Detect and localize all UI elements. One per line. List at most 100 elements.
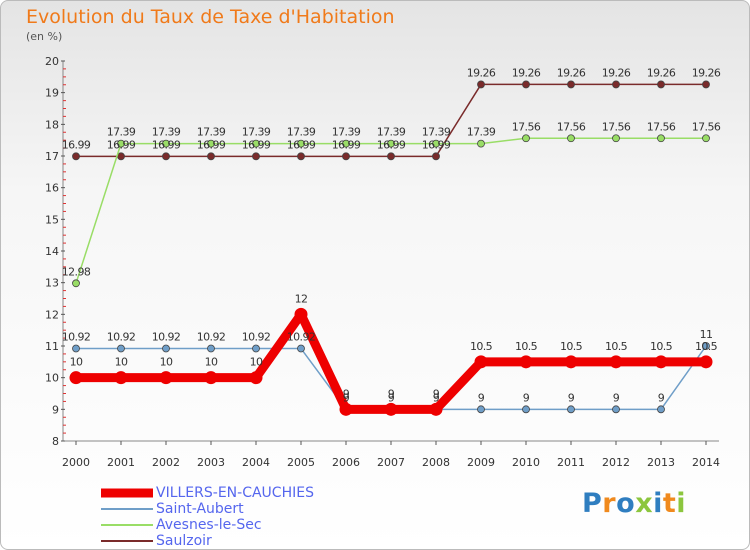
y-tick-label: 9: [52, 403, 59, 416]
data-point-villers: [249, 371, 263, 385]
data-point-avesnes: [432, 139, 440, 148]
data-point-saint-aubert: [702, 342, 710, 350]
data-label-villers: 10.5: [515, 340, 538, 353]
data-point-saint-aubert: [117, 344, 125, 353]
data-point-villers: [429, 402, 443, 416]
data-point-saint-aubert: [522, 405, 530, 414]
data-point-avesnes: [252, 139, 260, 148]
y-tick-label: 8: [52, 435, 59, 448]
y-tick-label: 13: [45, 277, 59, 290]
data-label-avesnes: 17.56: [512, 120, 541, 133]
data-point-saulzoir: [657, 80, 665, 89]
logo-letter: x: [635, 488, 654, 519]
data-point-avesnes: [72, 279, 80, 288]
legend-swatch-saulzoir: [101, 540, 153, 542]
y-tick-label: 11: [45, 340, 59, 353]
data-label-villers: 10: [115, 356, 128, 369]
data-point-saulzoir: [567, 80, 575, 89]
data-point-villers: [519, 355, 533, 369]
data-label-villers: 10.5: [650, 340, 673, 353]
data-label-saint-aubert: 9: [523, 391, 530, 404]
chart-series: [69, 80, 713, 416]
data-point-avesnes: [657, 134, 665, 143]
data-point-villers: [159, 371, 173, 385]
logo-letter: P: [582, 488, 603, 519]
data-label-villers: 10.5: [605, 340, 628, 353]
data-label-villers: 10: [205, 356, 218, 369]
data-point-saint-aubert: [297, 344, 305, 353]
data-label-villers: 10.5: [470, 340, 493, 353]
y-tick-label: 18: [45, 118, 59, 131]
data-label-villers: 9: [343, 387, 350, 400]
data-label-saulzoir: 16.99: [152, 138, 181, 151]
data-label-avesnes: 17.56: [602, 120, 631, 133]
x-tick-label: 2002: [152, 456, 180, 469]
data-point-avesnes: [387, 139, 395, 148]
data-label-avesnes: 17.39: [377, 126, 406, 139]
legend-swatch-avesnes: [101, 524, 153, 526]
data-point-villers: [699, 355, 713, 369]
logo-letter: i: [653, 488, 663, 519]
data-point-saulzoir: [432, 152, 440, 161]
data-point-saulzoir: [297, 152, 305, 161]
proxiti-logo: Proxiti: [582, 488, 686, 519]
data-label-villers: 10: [250, 356, 263, 369]
data-label-villers: 10.5: [695, 340, 718, 353]
data-point-avesnes: [162, 139, 170, 148]
data-point-villers: [339, 402, 353, 416]
x-tick-label: 2013: [647, 456, 675, 469]
data-label-saulzoir: 19.26: [467, 66, 496, 79]
y-tick-label: 12: [45, 308, 59, 321]
data-label-saint-aubert: 10.92: [242, 331, 271, 344]
data-point-saint-aubert: [252, 344, 260, 353]
chart-axes: 8 9 10 11 12 13 14 15 16 17 18 19 20 2000 2001 2002 2003…: [45, 55, 720, 469]
x-tick-label: 2008: [422, 456, 450, 469]
data-label-avesnes: 17.39: [332, 126, 361, 139]
data-label-avesnes: 17.56: [557, 120, 586, 133]
logo-letter: r: [602, 488, 617, 519]
legend-item-avesnes: Avesnes-le-Sec: [101, 517, 431, 533]
y-tick-label: 15: [45, 213, 59, 226]
data-label-saint-aubert: 9: [568, 391, 575, 404]
data-label-saulzoir: 19.26: [647, 66, 676, 79]
legend-label-saulzoir: Saulzoir: [156, 533, 212, 549]
data-label-saulzoir: 16.99: [242, 138, 271, 151]
y-tick-label: 10: [45, 372, 59, 385]
data-point-saulzoir: [522, 80, 530, 89]
data-point-avesnes: [702, 134, 710, 143]
data-label-saint-aubert: 10.92: [152, 331, 181, 344]
data-label-saint-aubert: 10.92: [197, 331, 226, 344]
x-tick-label: 2009: [467, 456, 495, 469]
data-label-saint-aubert: 11: [700, 328, 713, 341]
data-point-villers: [564, 355, 578, 369]
data-point-avesnes: [117, 139, 125, 148]
data-point-villers: [384, 402, 398, 416]
data-label-saulzoir: 16.99: [287, 138, 316, 151]
data-label-avesnes: 17.39: [197, 126, 226, 139]
legend-item-villers: VILLERS-EN-CAUCHIES: [101, 485, 431, 501]
data-label-saint-aubert: 9: [433, 391, 440, 404]
data-label-saint-aubert: 9: [658, 391, 665, 404]
data-label-saulzoir: 16.99: [197, 138, 226, 151]
chart-legend: VILLERS-EN-CAUCHIES Saint-Aubert Avesnes…: [101, 485, 431, 549]
y-tick-label: 16: [45, 182, 59, 195]
data-label-avesnes: 17.39: [287, 126, 316, 139]
legend-label-villers: VILLERS-EN-CAUCHIES: [156, 485, 314, 501]
data-point-saint-aubert: [567, 405, 575, 414]
data-label-saulzoir: 16.99: [107, 138, 136, 151]
data-label-villers: 10: [160, 356, 173, 369]
data-point-saulzoir: [207, 152, 215, 161]
data-point-saulzoir: [387, 152, 395, 161]
data-point-villers: [69, 371, 83, 385]
chart-title: Evolution du Taux de Taxe d'Habitation: [26, 6, 395, 28]
data-point-villers: [114, 371, 128, 385]
data-point-avesnes: [342, 139, 350, 148]
data-point-saulzoir: [117, 152, 125, 161]
data-label-villers: 12: [295, 292, 308, 305]
data-point-saint-aubert: [657, 405, 665, 414]
data-point-villers: [609, 355, 623, 369]
data-point-avesnes: [522, 134, 530, 143]
data-label-villers: 9: [433, 387, 440, 400]
data-label-villers: 10.5: [560, 340, 583, 353]
